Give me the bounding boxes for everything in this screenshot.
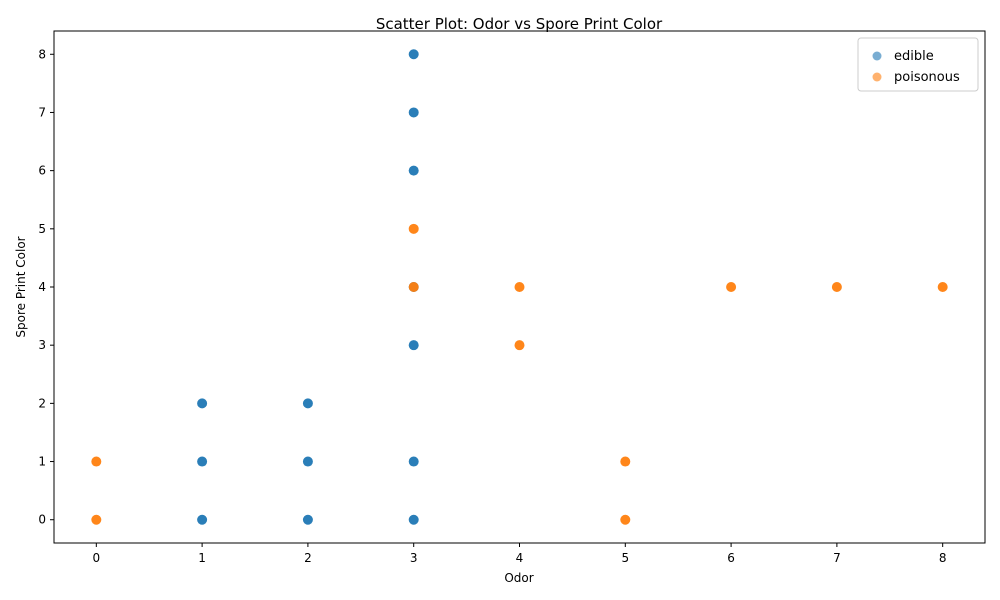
data-point-poisonous <box>620 456 631 467</box>
data-point-poisonous <box>831 282 842 292</box>
data-point-poisonous <box>91 456 102 467</box>
chart-title: Scatter Plot: Odor vs Spore Print Color <box>376 15 663 33</box>
data-point-poisonous <box>514 282 525 292</box>
data-point-poisonous <box>937 282 948 292</box>
legend-label-poisonous: poisonous <box>894 70 960 85</box>
y-axis: 0 1 2 3 4 5 6 7 8 <box>38 47 54 527</box>
legend: edible poisonous <box>857 37 979 92</box>
data-point-edible <box>197 398 208 409</box>
data-points <box>91 49 948 525</box>
x-tick-label: 0 <box>92 551 100 565</box>
y-tick-label: 7 <box>38 105 46 119</box>
data-point-edible <box>408 165 419 176</box>
x-tick-label: 2 <box>304 551 312 565</box>
x-tick-label: 4 <box>516 551 524 565</box>
x-axis: 0 1 2 3 4 5 6 7 8 <box>92 543 947 565</box>
x-tick-label: 6 <box>727 551 735 565</box>
y-tick-label: 6 <box>38 164 46 178</box>
x-tick-label: 5 <box>621 551 629 565</box>
x-tick-label: 3 <box>410 551 418 565</box>
legend-box <box>857 37 979 92</box>
series-edible <box>197 49 419 525</box>
x-tick-label: 7 <box>833 551 841 565</box>
data-point-edible <box>408 340 419 351</box>
y-tick-label: 0 <box>38 513 46 527</box>
x-tick-label: 8 <box>939 551 947 565</box>
data-point-edible <box>197 514 208 525</box>
data-point-edible <box>408 456 419 467</box>
legend-marker-poisonous <box>872 72 882 82</box>
data-point-edible <box>408 514 419 525</box>
data-point-poisonous <box>408 223 419 234</box>
legend-marker-edible <box>872 51 882 61</box>
x-axis-label: Odor <box>504 571 533 585</box>
y-tick-label: 3 <box>38 338 46 352</box>
y-tick-label: 5 <box>38 222 46 236</box>
data-point-edible <box>408 107 419 118</box>
y-axis-label: Spore Print Color <box>14 236 28 337</box>
x-tick-label: 1 <box>198 551 206 565</box>
data-point-edible <box>302 456 313 467</box>
y-tick-label: 1 <box>38 455 46 469</box>
data-point-edible <box>408 49 419 60</box>
data-point-edible <box>302 398 313 409</box>
data-point-poisonous <box>620 514 631 525</box>
data-point-poisonous <box>726 282 737 292</box>
data-point-poisonous <box>91 514 102 525</box>
data-point-edible <box>302 514 313 525</box>
y-tick-label: 8 <box>38 47 46 61</box>
data-point-edible <box>197 456 208 467</box>
y-tick-label: 2 <box>38 396 46 410</box>
y-tick-label: 4 <box>38 280 46 294</box>
legend-label-edible: edible <box>894 49 934 64</box>
plot-area: 0 1 2 3 4 5 6 7 8 0 1 2 3 4 5 6 7 8 <box>38 30 986 565</box>
data-point-poisonous <box>408 282 419 292</box>
series-poisonous <box>91 223 948 525</box>
data-point-poisonous <box>514 340 525 351</box>
